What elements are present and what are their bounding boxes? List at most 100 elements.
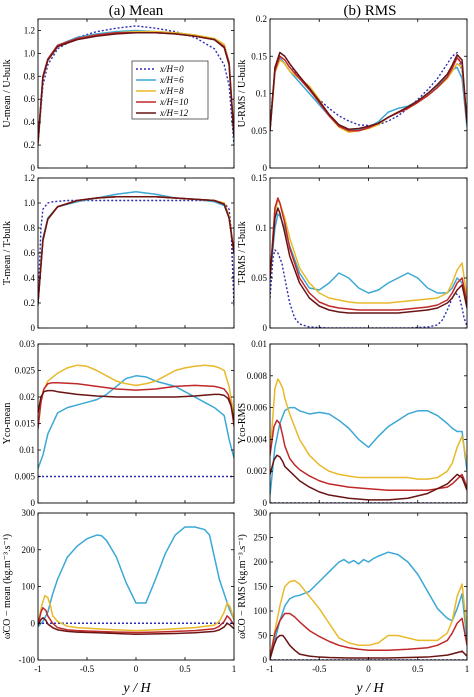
y-axis-label: ω̇CO − mean (kg.m⁻³.s⁻¹) [2,534,13,639]
y-tick-label: 0 [31,163,36,173]
y-tick-label: 200 [22,545,36,555]
y-tick-label: 0 [31,323,36,333]
panel-yco-rms: 0 0.002 0.004 0.006 0.008 0.01 Yco-RMS [237,339,468,508]
series-omega-mean-x-h-8 [38,594,234,632]
y-tick-label: 0.2 [256,14,267,24]
y-tick-label: 0.006 [247,403,268,413]
y-tick-label: 0.8 [24,71,36,81]
legend-entry: x/H=10 [159,97,189,107]
series-omega-rms-x-h-10 [270,612,467,658]
panel-t-rms: 0 0.05 0.1 0.15 T-RMS / T-bulk [237,173,468,333]
x-tick-label: 0 [134,664,139,674]
y-tick-label: 0 [263,655,268,665]
y-tick-label: 200 [254,557,268,567]
series-t-mean-x-h-10 [38,196,234,304]
y-axis-label: Yco-mean [2,403,13,445]
series-u-rms-x-h-0 [270,51,467,127]
x-axis-label-right: y / H [354,681,384,696]
y-tick-label: 0 [31,498,36,508]
panel-t-mean: 0 0.2 0.4 0.6 0.8 1.0 1.2 T-mean / T-bulk [2,173,235,333]
series-omega-mean-x-h-12 [38,616,234,636]
col-title-rms: (b) RMS [344,3,397,19]
y-tick-label: 0.05 [251,126,267,136]
series-omega-rms-x-h-12 [270,634,467,660]
y-tick-label: 0.2 [24,140,35,150]
series-omega-rms-x-h-6 [270,551,467,658]
x-tick-label: -0.5 [80,664,95,674]
series-yco-rms-x-h-10 [270,419,467,492]
series-yco-rms-x-h-8 [270,378,467,480]
series-omega-mean-x-h-6 [38,526,234,628]
legend: x/H=0x/H=6x/H=8x/H=10x/H=12 [131,60,209,120]
x-axis-label-left: y / H [121,681,151,696]
series-yco-mean-x-h-12 [38,389,234,421]
series-t-rms-x-h-10 [270,197,467,311]
panel-u-rms: 0 0.05 0.1 0.15 0.2 U-RMS / U-bulk [237,14,468,173]
legend-entry: x/H=12 [159,108,189,118]
series-u-rms-x-h-12 [270,51,467,131]
y-tick-label: 0.01 [251,339,267,349]
y-axis-label: T-RMS / T-bulk [237,221,248,285]
y-tick-label: 0.2 [24,298,35,308]
x-tick-label: 1 [465,664,470,674]
legend-entry: x/H=8 [159,86,184,96]
y-tick-label: 0.8 [24,223,36,233]
y-tick-label: 0.4 [24,117,36,127]
series-t-mean-x-h-6 [38,191,234,304]
y-tick-label: 0.4 [24,273,36,283]
y-tick-label: 0.004 [247,434,268,444]
y-tick-label: 1.2 [24,173,35,183]
y-axis-label: T-mean / T-bulk [2,221,13,285]
series-yco-mean-x-h-8 [38,364,234,419]
y-tick-label: 300 [22,508,36,518]
series-u-rms-x-h-8 [270,59,467,133]
y-tick-label: 0.1 [256,89,267,99]
y-tick-label: 300 [254,508,268,518]
x-tick-label: -0.5 [312,664,327,674]
y-tick-label: 250 [254,533,268,543]
y-tick-label: 1.0 [24,48,36,58]
y-tick-label: 0.15 [251,51,267,61]
panel-u-mean: 00.20.40.60.81.01.2U-mean / U-bulk x/H=0x… [2,18,235,173]
axes-frame [269,343,468,504]
y-tick-label: 0.025 [15,366,36,376]
y-tick-label: -100 [19,655,36,665]
series-yco-mean-x-h-10 [38,381,234,429]
y-tick-label: 0.01 [19,445,35,455]
y-tick-label: 0.015 [15,419,36,429]
y-tick-label: 0.05 [251,273,267,283]
y-tick-label: 0.005 [15,472,36,482]
y-axis-label: Yco-RMS [237,403,248,444]
series-t-rms-x-h-6 [270,213,467,304]
series-u-mean-x-h-12 [38,32,234,143]
y-tick-label: 0 [263,498,268,508]
axes-frame [269,18,468,169]
y-tick-label: 0.008 [247,371,268,381]
panels: 00.20.40.60.81.01.2U-mean / U-bulk x/H=0x… [2,14,469,674]
series-t-rms-x-h-0 [270,249,467,328]
y-tick-label: 100 [22,582,36,592]
series-yco-rms-x-h-12 [270,454,467,501]
y-tick-label: 0 [31,618,36,628]
series-t-rms-x-h-8 [270,199,467,304]
series-omega-rms-x-h-8 [270,579,467,658]
series-u-rms-x-h-10 [270,55,467,132]
y-tick-label: 100 [254,606,268,616]
y-tick-label: 1.0 [24,198,36,208]
legend-entry: x/H=6 [159,75,184,85]
y-tick-label: 150 [254,582,268,592]
y-tick-label: 50 [258,631,268,641]
x-tick-label: 0.5 [412,664,424,674]
y-tick-label: 0.002 [247,466,267,476]
series-t-mean-x-h-8 [38,196,234,304]
series-yco-rms-x-h-6 [270,406,467,496]
legend-entry: x/H=0 [159,64,184,74]
y-tick-label: 0 [263,163,268,173]
y-tick-label: 0.6 [24,248,36,258]
y-axis-label: U-RMS / U-bulk [237,60,248,128]
y-tick-label: 0.6 [24,94,36,104]
y-tick-label: 0.15 [251,173,267,183]
axes-frame [269,512,468,661]
x-tick-label: -1 [266,664,274,674]
